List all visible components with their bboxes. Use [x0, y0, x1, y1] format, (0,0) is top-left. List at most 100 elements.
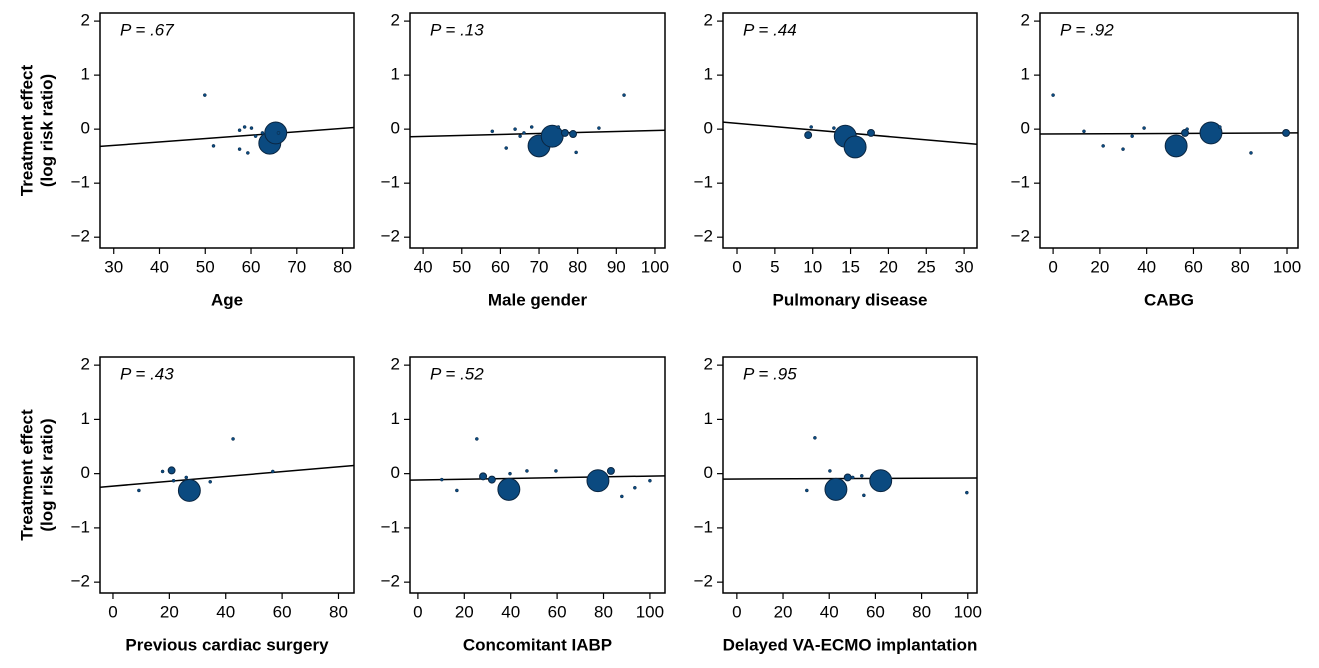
panel: −2 −1 0 1 2 40 50 60 70 80 90 100 Male gender P = .13	[381, 11, 670, 310]
bubble	[184, 475, 189, 480]
bubble	[1249, 151, 1253, 155]
plot-frame	[99, 356, 355, 594]
y-tick-label: 0	[81, 463, 90, 482]
x-tick-label: 60	[548, 602, 567, 621]
x-tick-label: 5	[770, 257, 779, 276]
bubble	[862, 493, 866, 498]
y-tick-label: 1	[81, 65, 90, 84]
bubble	[1130, 134, 1134, 138]
y-tick-label: 1	[704, 409, 713, 428]
bubble	[490, 129, 495, 134]
x-tick-label: 80	[1231, 257, 1250, 276]
x-tick-label: 40	[150, 257, 169, 276]
bubble	[271, 469, 275, 474]
plot-frame	[409, 356, 666, 594]
bubble	[597, 126, 601, 130]
bubble	[809, 125, 813, 129]
bubble	[522, 131, 526, 135]
fit-line	[1040, 132, 1298, 135]
x-tick-label: 60	[273, 602, 292, 621]
plot-area	[100, 93, 354, 155]
x-tick-label: 70	[530, 257, 549, 276]
y-tick-label: 1	[1021, 65, 1030, 84]
bubble	[160, 469, 165, 474]
y-tick-label: 2	[391, 11, 400, 30]
bubble	[622, 93, 626, 97]
x-tick-label: 60	[866, 602, 885, 621]
bubble	[525, 469, 529, 473]
x-axis-label: Previous cardiac surgery	[125, 635, 329, 654]
bubble	[137, 488, 141, 493]
y-tick-label: 0	[704, 119, 713, 138]
x-tick-label: 0	[1048, 257, 1057, 276]
bubble	[804, 131, 813, 140]
bubble	[1142, 126, 1146, 130]
bubble	[513, 127, 517, 131]
bubble	[231, 437, 235, 441]
x-tick-label: 80	[333, 257, 352, 276]
x-tick-label: 40	[820, 602, 839, 621]
bubble	[606, 466, 615, 475]
bubble	[211, 144, 216, 148]
x-tick-label: 70	[287, 257, 306, 276]
x-tick-label: 40	[216, 602, 235, 621]
bubble	[177, 479, 201, 502]
bubble	[832, 126, 836, 130]
bubble	[497, 477, 521, 501]
x-axis-label: Age	[211, 290, 243, 309]
x-tick-label: 80	[329, 602, 348, 621]
bubble	[1164, 134, 1188, 158]
x-tick-label: 100	[636, 602, 664, 621]
y-tick-label: 1	[391, 65, 400, 84]
bubble	[253, 134, 258, 138]
fit-line	[100, 126, 354, 148]
bubble	[540, 124, 564, 148]
x-tick-label: 0	[108, 602, 117, 621]
bubble	[439, 477, 444, 482]
plot-area	[1040, 93, 1298, 158]
x-tick-label: 40	[1137, 257, 1156, 276]
bubble	[455, 488, 459, 493]
x-tick-label: 100	[1273, 257, 1301, 276]
y-tick-label: 1	[81, 409, 90, 428]
x-tick-label: 80	[568, 257, 587, 276]
bubble	[1181, 128, 1189, 137]
y-tick-label: −2	[71, 572, 90, 591]
bubble	[850, 475, 855, 480]
bubble	[246, 151, 250, 155]
bubble	[208, 479, 213, 484]
fit-line	[100, 464, 354, 488]
x-tick-label: 50	[196, 257, 215, 276]
y-tick-label: −1	[694, 173, 713, 192]
bubble	[824, 477, 848, 501]
bubble	[237, 147, 242, 151]
bubble	[249, 126, 254, 130]
x-tick-label: 20	[160, 602, 179, 621]
x-axis-label: Pulmonary disease	[773, 290, 928, 309]
x-tick-label: 90	[607, 257, 626, 276]
bubble	[620, 494, 624, 499]
x-tick-label: 30	[955, 257, 974, 276]
bubble	[843, 135, 867, 159]
x-tick-label: 25	[917, 257, 936, 276]
bubble	[869, 469, 893, 493]
x-tick-label: 0	[732, 602, 741, 621]
fit-line	[410, 129, 665, 138]
bubble	[237, 128, 242, 133]
bubble	[479, 472, 488, 481]
y-tick-label: 1	[704, 65, 713, 84]
y-tick-label: 2	[704, 11, 713, 30]
bubble	[586, 469, 610, 493]
bubble	[475, 437, 479, 441]
x-tick-label: 40	[501, 602, 520, 621]
bubble	[167, 466, 176, 475]
bubble	[1121, 147, 1125, 151]
y-tick-label: −1	[381, 517, 400, 536]
x-tick-label: 80	[594, 602, 613, 621]
y-tick-label: 0	[391, 119, 400, 138]
plot-area	[410, 437, 665, 501]
bubble	[171, 478, 176, 483]
bubble	[504, 146, 509, 150]
bubble	[556, 125, 561, 129]
